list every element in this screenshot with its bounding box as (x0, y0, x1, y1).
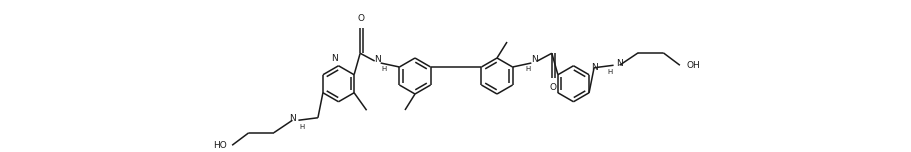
Text: N: N (331, 54, 337, 63)
Text: N: N (374, 55, 381, 64)
Text: N: N (616, 59, 622, 68)
Text: N: N (530, 55, 537, 64)
Text: H: H (381, 66, 386, 72)
Text: H: H (299, 124, 304, 130)
Text: HO: HO (213, 141, 227, 150)
Text: H: H (525, 66, 530, 72)
Text: N: N (289, 114, 295, 123)
Text: O: O (548, 83, 556, 92)
Text: OH: OH (686, 61, 700, 70)
Text: H: H (607, 69, 612, 75)
Text: O: O (357, 14, 364, 23)
Text: N: N (590, 63, 598, 72)
